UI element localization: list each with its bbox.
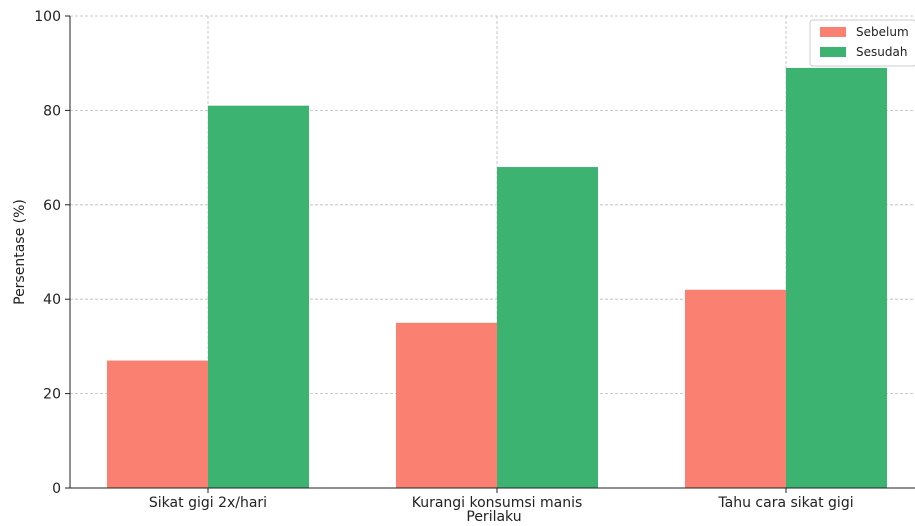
legend-label-sesudah: Sesudah bbox=[856, 45, 907, 59]
x-tick-label: Tahu cara sikat gigi bbox=[717, 495, 853, 511]
y-tick-label: 100 bbox=[34, 9, 61, 25]
y-tick-label: 40 bbox=[43, 292, 61, 308]
y-tick-label: 20 bbox=[43, 387, 61, 403]
legend-swatch-sebelum bbox=[820, 27, 846, 37]
y-tick-label: 60 bbox=[43, 198, 61, 214]
x-tick-label: Kurangi konsumsi manis bbox=[412, 495, 583, 511]
bar-sebelum-0 bbox=[107, 360, 208, 488]
x-tick-label: Sikat gigi 2x/hari bbox=[149, 495, 267, 511]
tick-labels: 0 20 40 60 80 100 Sikat gigi 2x/hari Kurangi ko… bbox=[34, 9, 853, 511]
legend-swatch-sesudah bbox=[820, 47, 846, 57]
y-tick-label: 80 bbox=[43, 103, 61, 119]
bar-sesudah-1 bbox=[497, 167, 598, 489]
bar-sesudah-0 bbox=[208, 105, 309, 489]
x-axis-label: Perilaku bbox=[466, 509, 521, 525]
legend: Sebelum Sesudah bbox=[809, 19, 915, 67]
bars bbox=[107, 67, 887, 489]
axes bbox=[65, 15, 915, 493]
bar-sesudah-2 bbox=[786, 67, 887, 489]
bar-sebelum-2 bbox=[685, 289, 786, 488]
bar-sebelum-1 bbox=[396, 322, 497, 488]
legend-label-sebelum: Sebelum bbox=[856, 25, 909, 39]
y-axis-label: Persentase (%) bbox=[12, 199, 28, 305]
y-tick-label: 0 bbox=[52, 481, 61, 497]
